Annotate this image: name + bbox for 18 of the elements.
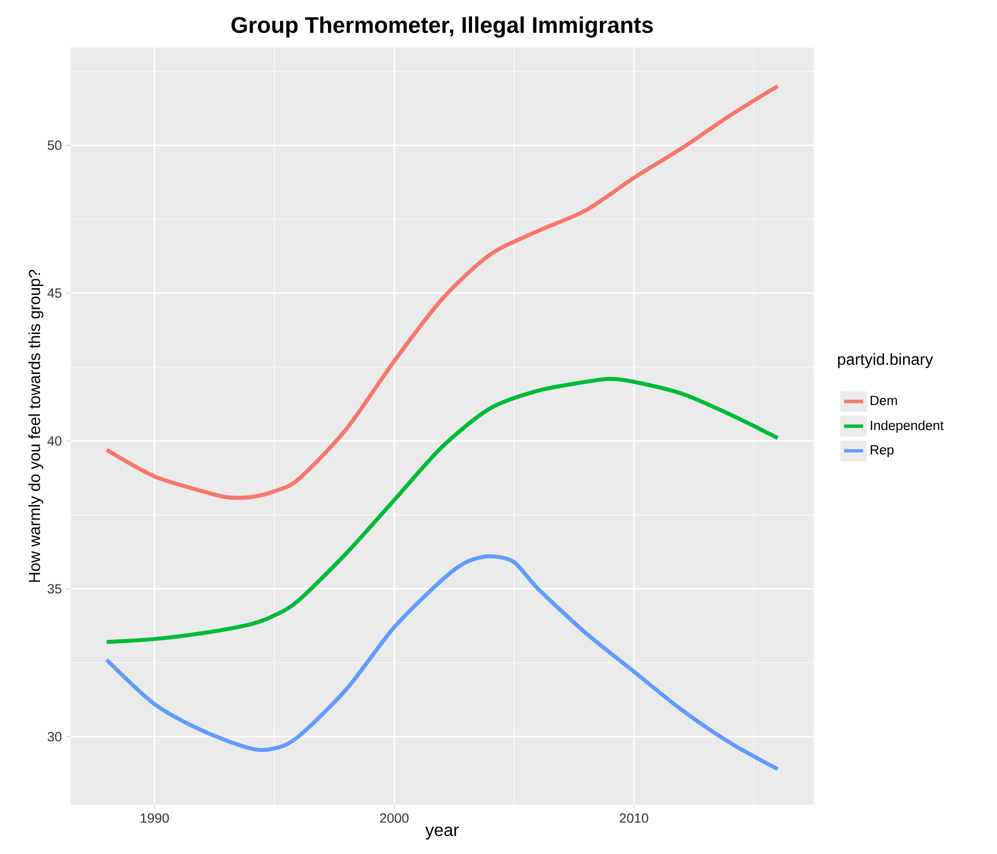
y-tick-label: 35 xyxy=(48,584,62,594)
y-tick-label: 40 xyxy=(47,436,62,446)
chart-title: Group Thermometer, Illegal Immigrants xyxy=(231,16,653,38)
x-tick-label: 2010 xyxy=(620,813,648,823)
y-tick-label: 45 xyxy=(47,288,62,298)
legend-label: Rep xyxy=(870,445,894,458)
legend-label: Independent xyxy=(870,420,944,433)
y-axis-title: How warmly do you feel towards this group? xyxy=(28,270,44,582)
x-tick-label: 2000 xyxy=(380,813,409,823)
line-series xyxy=(104,84,780,500)
x-axis-title: year xyxy=(425,826,459,840)
legend-title: partyid.binary xyxy=(838,353,934,368)
x-tick-label: 1990 xyxy=(140,813,169,823)
legend-label: Dem xyxy=(870,396,897,406)
y-tick-label: 30 xyxy=(48,732,62,742)
line-series xyxy=(104,376,780,644)
line-series xyxy=(104,554,780,772)
y-tick-label: 50 xyxy=(48,140,62,150)
